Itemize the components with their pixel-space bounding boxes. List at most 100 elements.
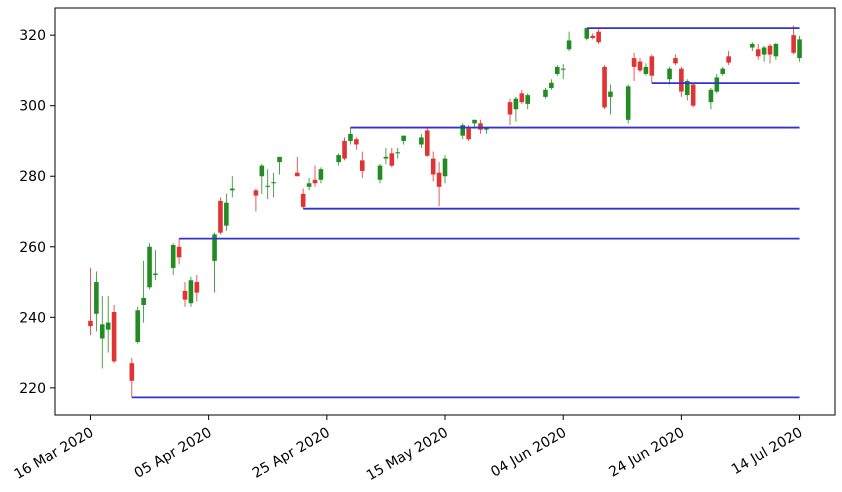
candle-body xyxy=(253,190,259,196)
candle-body xyxy=(478,123,483,130)
candle-body xyxy=(271,182,276,184)
candle-body xyxy=(560,68,566,70)
candle-body xyxy=(513,98,519,110)
y-tick-label: 280 xyxy=(19,169,46,185)
candle-body xyxy=(153,273,158,275)
candle-body xyxy=(300,193,306,207)
candle-body xyxy=(259,165,265,177)
candle-body xyxy=(419,137,424,145)
candle-body xyxy=(525,95,531,104)
candle-body xyxy=(176,246,182,258)
y-tick-label: 260 xyxy=(19,240,46,256)
candle-body xyxy=(791,35,796,53)
candle-body xyxy=(673,58,678,64)
candle-body xyxy=(637,61,643,71)
candle-body xyxy=(436,172,442,187)
candle-body xyxy=(377,165,383,180)
candle-body xyxy=(602,66,607,108)
candle-body xyxy=(519,93,525,103)
candle-body xyxy=(507,102,513,115)
candle-body xyxy=(401,135,406,141)
plot-area xyxy=(55,8,835,415)
candle-body xyxy=(135,310,141,342)
candle-body xyxy=(229,188,235,191)
candle-body xyxy=(667,68,672,80)
candle-body xyxy=(342,140,347,159)
candle-body xyxy=(608,91,613,97)
candle-body xyxy=(430,158,436,175)
candle-body xyxy=(566,40,572,50)
x-tick-label: 24 Jun 2020 xyxy=(606,425,687,481)
y-tick-label: 320 xyxy=(19,28,46,44)
candle-body xyxy=(129,363,135,381)
candle-body xyxy=(684,81,690,96)
candle-body xyxy=(649,56,655,76)
candle-body xyxy=(265,185,271,187)
candle-body xyxy=(306,183,312,187)
candle-body xyxy=(348,133,353,141)
candle-body xyxy=(182,290,188,300)
candle-body xyxy=(389,153,395,166)
x-tick-label: 16 Mar 2020 xyxy=(12,425,97,483)
candle-body xyxy=(312,179,318,184)
x-tick-label: 14 Jul 2020 xyxy=(729,425,806,478)
candle-body xyxy=(466,128,471,140)
y-tick-label: 240 xyxy=(19,310,46,326)
candle-body xyxy=(395,152,401,154)
candle-body xyxy=(726,56,731,63)
candle-body xyxy=(460,125,466,136)
candle-body xyxy=(212,234,217,261)
candle-body xyxy=(94,282,99,314)
x-tick-label: 05 Apr 2020 xyxy=(132,425,215,482)
candle-body xyxy=(294,172,300,177)
candle-body xyxy=(590,35,596,38)
plot-frame xyxy=(54,7,836,416)
candle-body xyxy=(690,84,696,106)
candle-body xyxy=(643,66,649,74)
candle-body xyxy=(714,77,720,92)
candle-body xyxy=(761,47,767,55)
candle-body xyxy=(797,39,802,59)
candle-body xyxy=(218,200,223,233)
candle-body xyxy=(472,119,477,124)
candle-body xyxy=(708,89,714,103)
candle-body xyxy=(749,43,755,48)
candle-body xyxy=(359,160,365,171)
candle-body xyxy=(773,43,779,57)
candle-body xyxy=(141,297,146,305)
candle-body xyxy=(224,202,229,226)
candle-body xyxy=(424,130,430,156)
candle-body xyxy=(484,127,489,130)
candle-body xyxy=(99,324,105,339)
x-tick-label: 15 May 2020 xyxy=(364,425,451,485)
candle-body xyxy=(354,139,359,145)
y-tick-label: 300 xyxy=(19,99,46,115)
candle-body xyxy=(194,282,200,293)
candle-body xyxy=(755,49,761,57)
x-tick-label: 04 Jun 2020 xyxy=(488,425,569,481)
candle-body xyxy=(277,156,282,163)
candle-body xyxy=(88,320,93,327)
candle-body xyxy=(170,245,176,268)
candle-body xyxy=(554,66,560,74)
y-tick-label: 220 xyxy=(19,381,46,397)
candle-body xyxy=(625,86,631,120)
candle-body xyxy=(105,322,111,330)
candle-body xyxy=(111,312,117,362)
candle-body xyxy=(596,31,601,43)
candle-body xyxy=(383,156,389,159)
candle-body xyxy=(543,89,548,97)
candle-body xyxy=(442,158,448,177)
candle-body xyxy=(147,246,152,288)
candle-body xyxy=(188,280,194,304)
candle-body xyxy=(679,68,684,92)
candle-body xyxy=(549,82,554,89)
candle-body xyxy=(720,68,726,74)
candle-body xyxy=(767,45,773,55)
candle-body xyxy=(336,155,341,163)
candle-body xyxy=(631,58,637,67)
x-tick-label: 25 Apr 2020 xyxy=(250,425,333,482)
candle-body xyxy=(318,169,324,180)
